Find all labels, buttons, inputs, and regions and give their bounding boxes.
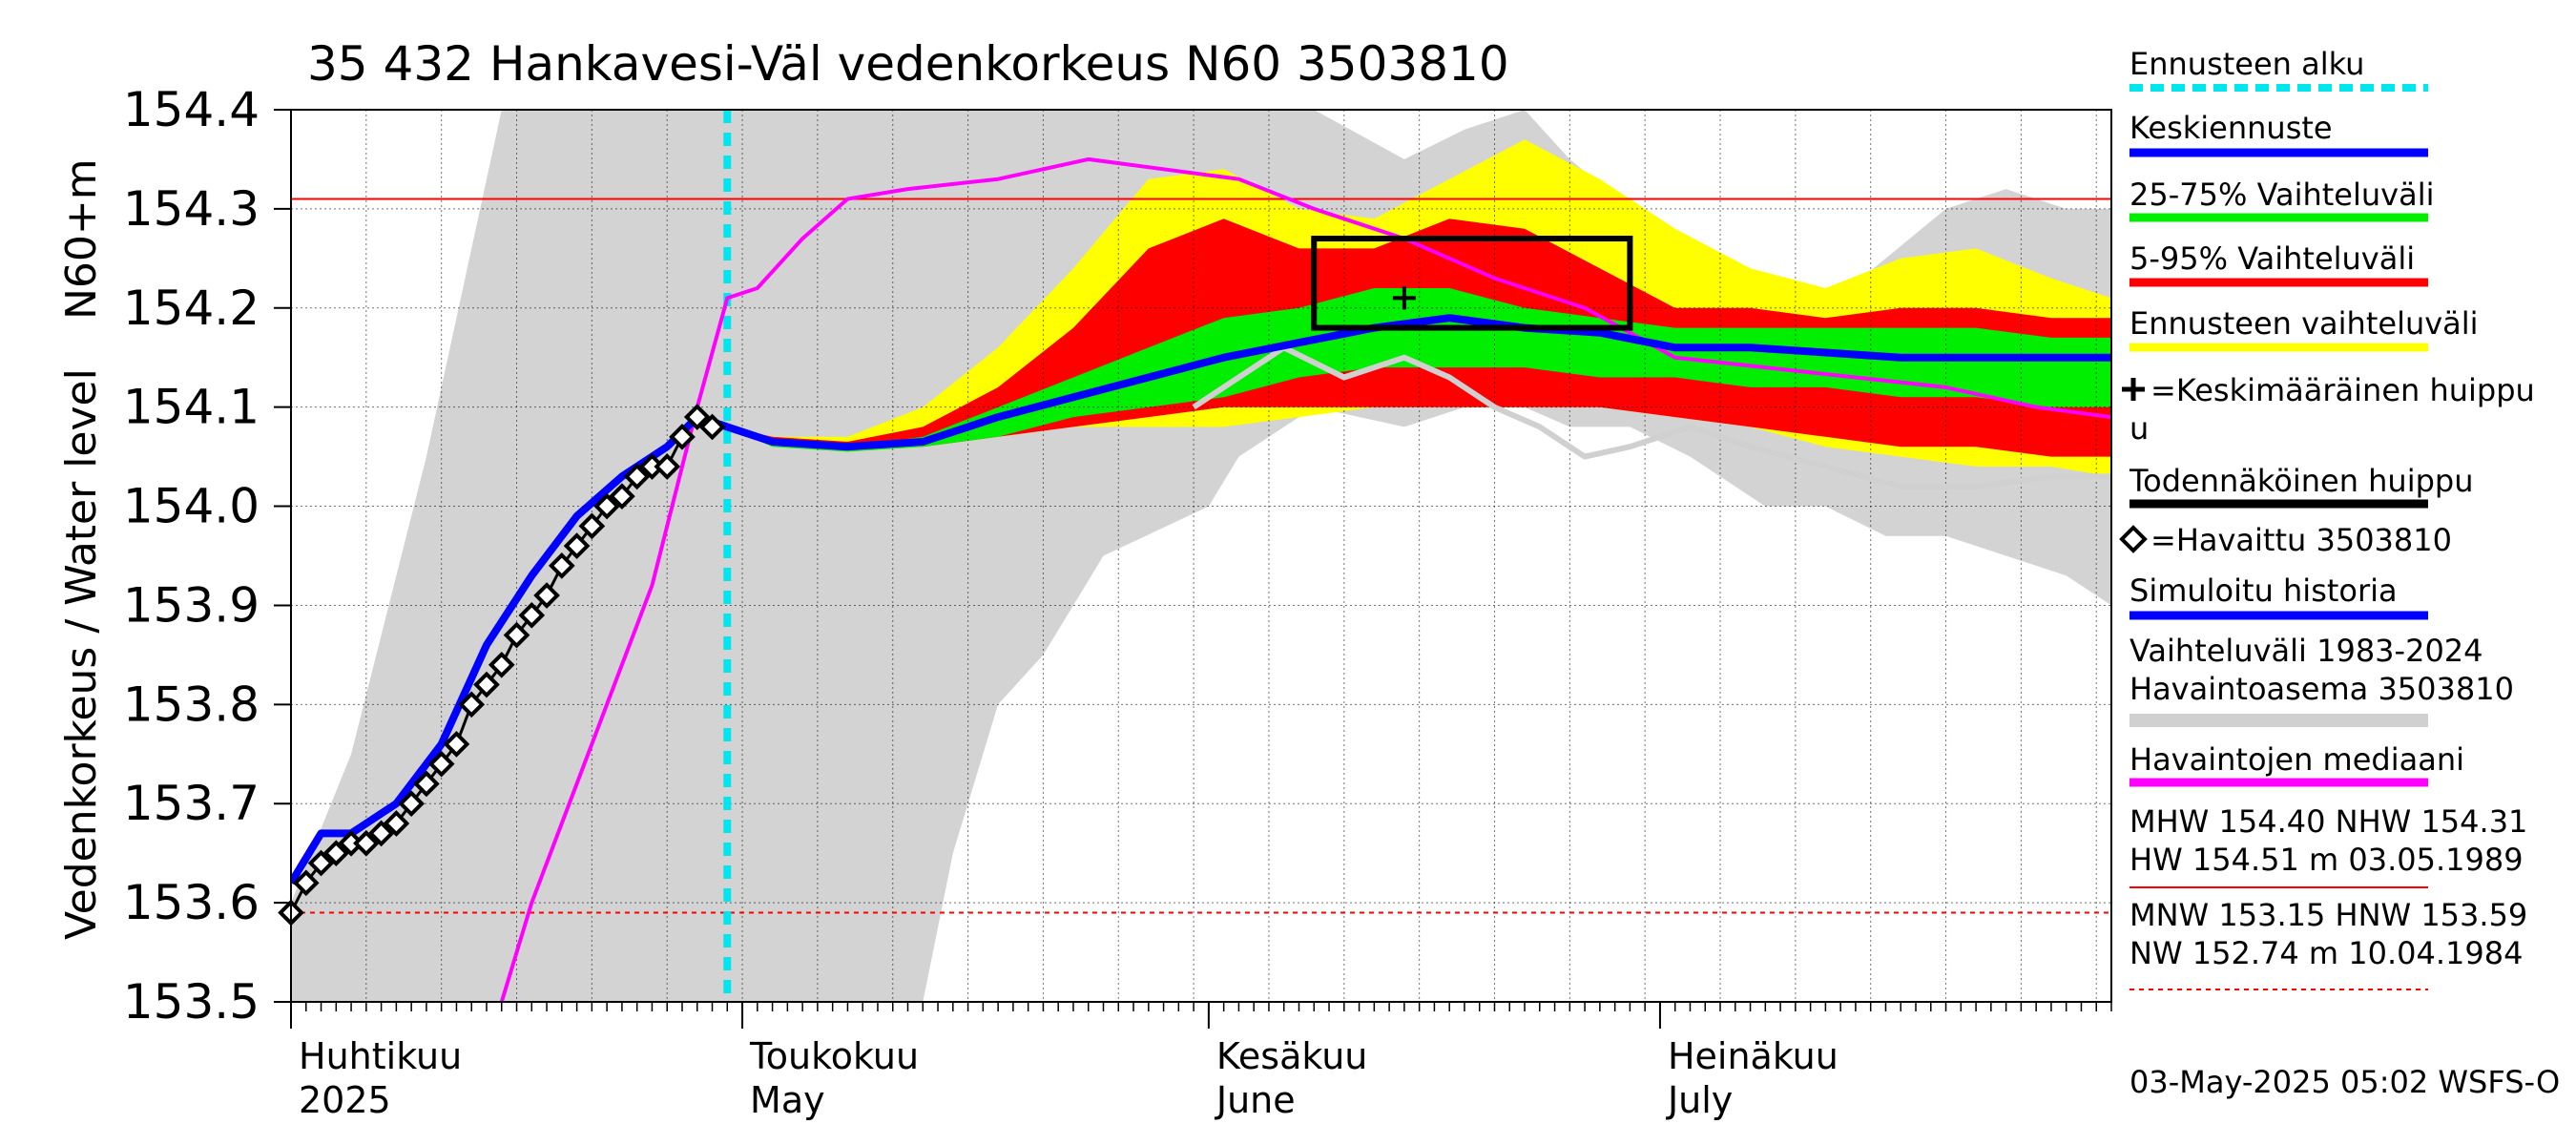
observed-point [503,621,530,649]
y-axis-label: Vedenkorkeus / Water level [57,368,106,940]
x-month-label: Toukokuu [749,1035,919,1077]
legend-label-cont: Havaintoasema 3503810 [2129,671,2514,707]
y-tick-label: 153.8 [123,677,260,732]
x-month-label: Huhtikuu [299,1035,462,1077]
observed-point [458,691,486,718]
history-range-line [1192,344,2111,489]
observation-median-line [499,156,2111,1002]
x-month-sublabel: May [750,1079,825,1121]
x-month-sublabel: June [1215,1079,1296,1121]
band-25-75 [727,288,2111,452]
y-tick-label: 153.9 [123,577,260,633]
observed-point [473,671,500,698]
simulated-history-line [291,413,729,885]
y-tick-label: 154.4 [123,82,260,137]
observed-point [427,750,455,778]
probable-peak-box [1311,236,1633,331]
observed-point [443,731,470,758]
legend-label: =Keskimääräinen huippu [2150,372,2535,408]
y-tick-label: 153.5 [123,974,260,1030]
legend-label: Vaihteluväli 1983-2024 [2129,633,2483,669]
observed-point [578,512,606,540]
y-tick-label: 154.3 [123,181,260,237]
y-tick-label: 153.7 [123,776,260,831]
x-month-sublabel: July [1666,1079,1733,1121]
observed-point [292,869,320,897]
observed-point [322,840,350,866]
observed-point [549,552,575,579]
observed-point [623,463,651,490]
legend-swatch [2119,525,2148,553]
observed-markers [278,404,726,926]
legend-label: MHW 154.40 NHW 154.31 [2129,803,2527,840]
x-month-sublabel: 2025 [299,1079,391,1121]
legend-label: Todennäköinen huippu [2129,463,2474,499]
y-tick-label: 153.6 [123,875,260,930]
observed-point [353,829,380,857]
y-tick-label: 154.0 [123,479,260,534]
observed-point [683,404,711,430]
observed-point [698,413,726,441]
chart-title: 35 432 Hankavesi-Väl vedenkorkeus N60 35… [307,36,1509,92]
observed-point [383,810,410,837]
observed-point [563,532,591,559]
observed-point [488,651,515,678]
legend-label: =Havaittu 3503810 [2150,522,2452,558]
legend-label: Simuloitu historia [2129,572,2398,609]
y-tick-label: 154.2 [123,281,260,336]
observed-point [398,790,425,818]
legend-label-cont: u [2129,410,2149,447]
legend-label: Ennusteen alku [2129,46,2364,82]
observed-point [654,453,681,480]
observed-point [533,582,560,609]
legend-label: 25-75% Vaihteluväli [2129,177,2434,213]
legend: Ennusteen alku Keskiennuste 25-75% Vaihtel… [2119,46,2535,990]
legend-label: MNW 153.15 HNW 153.59 [2129,897,2527,933]
observed-point [518,602,546,629]
legend-label: Keskiennuste [2129,110,2333,146]
observed-point [413,770,440,798]
legend-label: 5-95% Vaihteluväli [2129,240,2415,277]
legend-swatch [2122,378,2145,401]
x-month-label: Kesäkuu [1216,1035,1368,1077]
mean-peak-marker [1392,286,1416,310]
observed-point [593,492,620,520]
legend-label-cont: HW 154.51 m 03.05.1989 [2129,842,2524,878]
x-month-label: Heinäkuu [1668,1035,1839,1077]
axes: 153.5 153.6 153.7 153.8 153.9 154.0 154.1 154.2… [123,82,2112,1121]
legend-label: Ennusteen vaihteluväli [2129,305,2479,342]
mean-forecast-line [726,314,2111,451]
footer-timestamp: 03-May-2025 05:02 WSFS-O [2129,1064,2560,1100]
observed-point [669,424,696,450]
y-axis-unit-label: N60+m [57,158,106,320]
observed-point [609,483,635,510]
y-tick-label: 154.1 [123,380,260,435]
legend-label-cont: NW 152.74 m 10.04.1984 [2129,935,2523,971]
observed-point [367,820,395,847]
peak-annotations [1311,236,1633,331]
legend-label: Havaintojen mediaani [2129,741,2464,778]
observed-point [307,849,335,877]
plot-frame [290,109,2112,1003]
